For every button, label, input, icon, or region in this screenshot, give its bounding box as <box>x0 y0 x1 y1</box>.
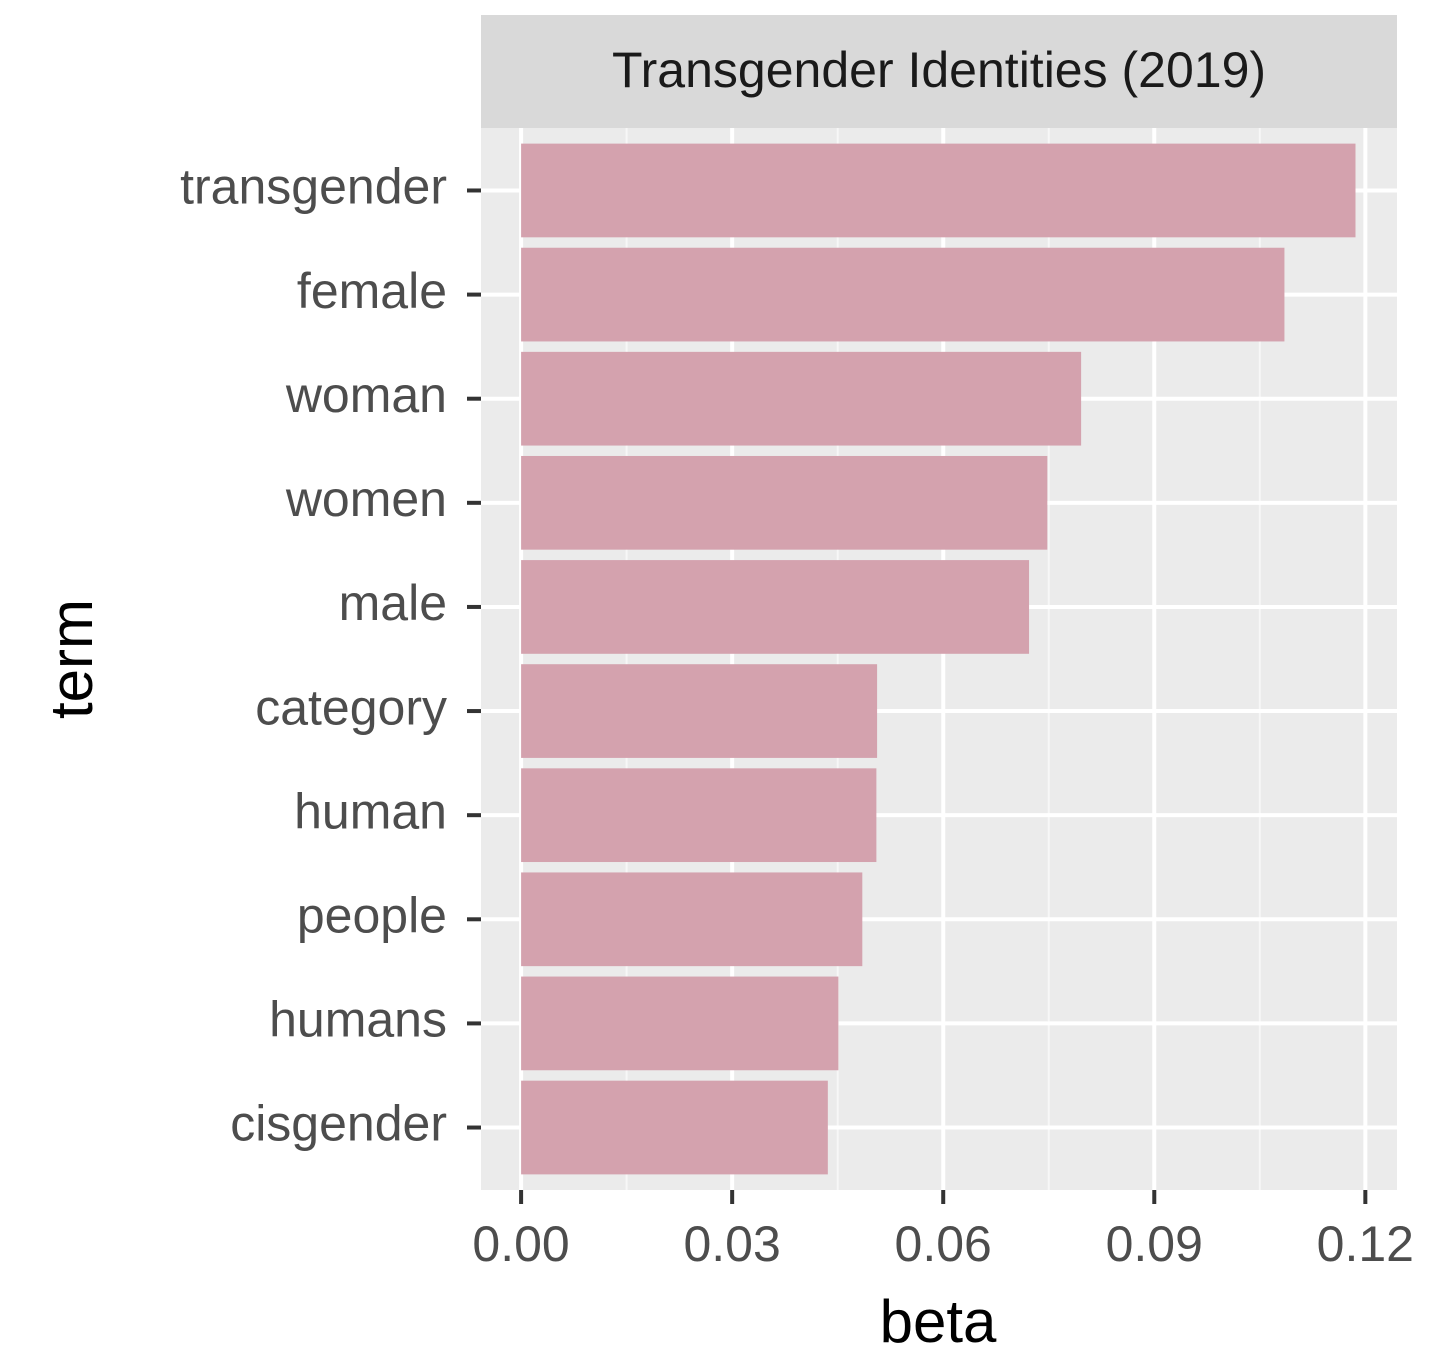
y-tick-label: people <box>297 887 447 943</box>
y-tick-label: male <box>339 575 447 631</box>
bar <box>521 455 1048 550</box>
y-tick-label: humans <box>269 992 447 1048</box>
strip <box>481 15 1397 128</box>
y-tick-label: cisgender <box>230 1096 447 1152</box>
bar <box>521 976 839 1071</box>
bar <box>521 247 1285 342</box>
bar <box>521 872 863 967</box>
x-tick-label: 0.00 <box>472 1216 569 1272</box>
y-tick-label: category <box>255 679 447 735</box>
y-tick-label: transgender <box>180 159 447 215</box>
bar <box>521 143 1356 238</box>
y-tick-label: women <box>285 471 447 527</box>
bar <box>521 664 878 758</box>
y-tick-label: human <box>294 783 447 839</box>
y-axis-title: term <box>38 599 105 719</box>
y-tick-label: woman <box>285 367 447 423</box>
x-axis-title: beta <box>880 1288 997 1355</box>
x-tick-label: 0.09 <box>1106 1216 1203 1272</box>
bar <box>521 768 877 863</box>
bar <box>521 560 1030 654</box>
bar <box>521 1080 828 1175</box>
y-tick-label: female <box>297 263 447 319</box>
chart-title: Transgender Identities (2019) <box>612 42 1266 98</box>
x-tick-label: 0.06 <box>895 1216 992 1272</box>
bar <box>521 351 1082 446</box>
x-tick-label: 0.03 <box>683 1216 780 1272</box>
x-tick-label: 0.12 <box>1317 1216 1414 1272</box>
